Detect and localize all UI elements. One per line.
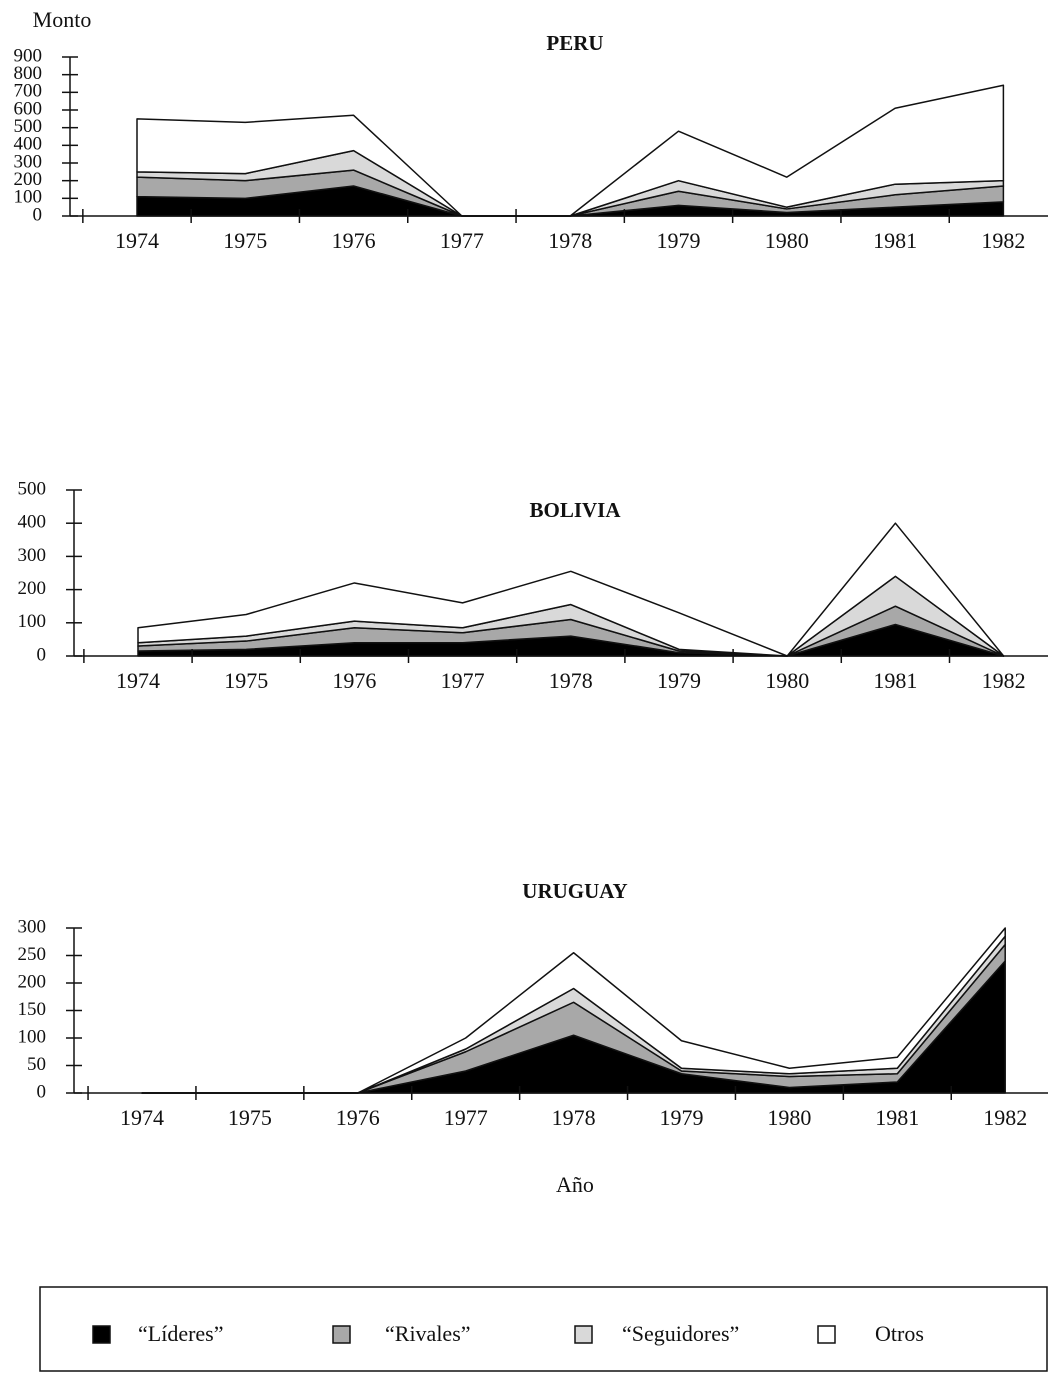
x-tick-label: 1979 — [657, 228, 701, 253]
x-tick-label: 1975 — [224, 668, 268, 693]
x-tick-label: 1981 — [873, 668, 917, 693]
y-tick-label: 700 — [14, 81, 43, 102]
y-tick-label: 250 — [18, 944, 47, 965]
y-tick-label: 300 — [18, 916, 47, 937]
x-tick-label: 1980 — [767, 1105, 811, 1130]
y-tick-label: 500 — [18, 478, 47, 499]
y-tick-label: 200 — [18, 971, 47, 992]
y-tick-label: 300 — [14, 151, 43, 172]
x-tick-label: 1977 — [444, 1105, 488, 1130]
y-tick-label: 0 — [37, 644, 47, 665]
x-tick-label: 1982 — [983, 1105, 1027, 1130]
x-tick-label: 1978 — [552, 1105, 596, 1130]
y-tick-label: 500 — [14, 116, 43, 137]
y-tick-label: 600 — [14, 98, 43, 119]
y-tick-label: 100 — [18, 1026, 47, 1047]
y-axis-label: Monto — [33, 7, 92, 32]
legend-swatch — [332, 1325, 351, 1344]
y-tick-label: 300 — [18, 545, 47, 566]
area-segment — [141, 927, 1006, 1094]
x-tick-label: 1981 — [875, 1105, 919, 1130]
x-tick-label: 1982 — [981, 228, 1025, 253]
y-tick-label: 0 — [33, 204, 43, 225]
y-tick-label: 200 — [18, 578, 47, 599]
legend-label: “Seguidores” — [622, 1321, 739, 1346]
x-tick-label: 1974 — [116, 668, 160, 693]
legend-label: “Líderes” — [138, 1321, 224, 1346]
chart-title: BOLIVIA — [529, 498, 621, 522]
chart-title: URUGUAY — [522, 879, 627, 903]
x-tick-label: 1980 — [765, 668, 809, 693]
x-tick-label: 1978 — [549, 668, 593, 693]
legend-label: “Rivales” — [385, 1321, 471, 1346]
x-tick-label: 1974 — [120, 1105, 164, 1130]
y-tick-label: 0 — [37, 1081, 47, 1102]
legend-swatch — [574, 1325, 593, 1344]
x-axis-label: Año — [556, 1172, 594, 1197]
y-tick-label: 900 — [14, 45, 43, 66]
y-tick-label: 400 — [18, 512, 47, 533]
x-tick-label: 1980 — [765, 228, 809, 253]
x-tick-label: 1976 — [332, 668, 376, 693]
x-tick-label: 1977 — [440, 228, 484, 253]
x-tick-label: 1976 — [336, 1105, 380, 1130]
x-tick-label: 1977 — [441, 668, 485, 693]
legend-box — [39, 1286, 1048, 1372]
legend-swatch — [817, 1325, 836, 1344]
x-tick-label: 1975 — [223, 228, 267, 253]
x-tick-label: 1981 — [873, 228, 917, 253]
x-tick-label: 1976 — [332, 228, 376, 253]
y-tick-label: 100 — [18, 611, 47, 632]
legend-swatch — [92, 1325, 111, 1344]
y-tick-label: 50 — [27, 1054, 46, 1075]
area-segment — [137, 522, 1005, 657]
y-tick-label: 800 — [14, 63, 43, 84]
x-tick-label: 1979 — [657, 668, 701, 693]
x-tick-label: 1982 — [982, 668, 1026, 693]
chart-title: PERU — [546, 31, 603, 55]
y-tick-label: 400 — [14, 134, 43, 155]
x-tick-label: 1974 — [115, 228, 159, 253]
y-tick-label: 150 — [18, 999, 47, 1020]
y-tick-label: 200 — [14, 169, 43, 190]
legend-label: Otros — [875, 1321, 924, 1346]
x-tick-label: 1978 — [548, 228, 592, 253]
y-tick-label: 100 — [14, 187, 43, 208]
x-tick-label: 1975 — [228, 1105, 272, 1130]
x-tick-label: 1979 — [660, 1105, 704, 1130]
